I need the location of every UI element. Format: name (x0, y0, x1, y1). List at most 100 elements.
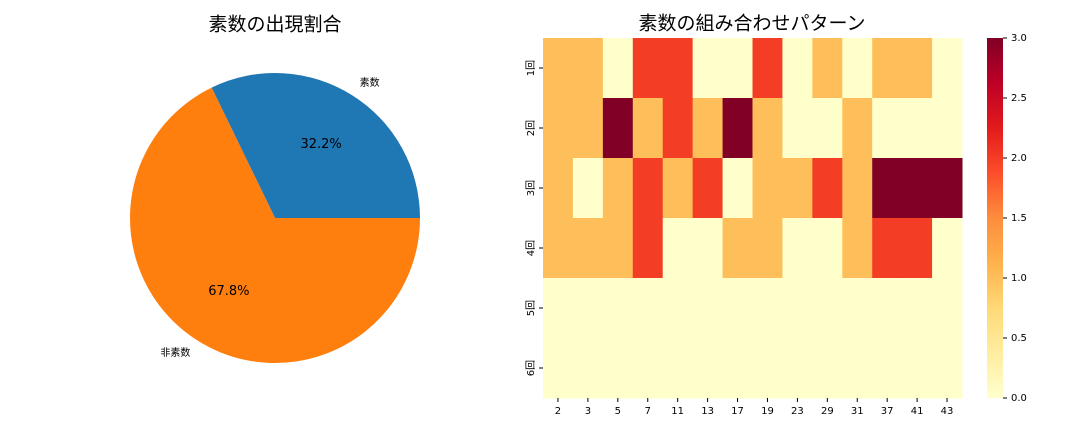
heatmap-cell (932, 158, 963, 219)
heatmap-cell (872, 278, 903, 339)
heatmap-cell (722, 338, 753, 399)
heatmap-cell (602, 158, 634, 219)
heatmap-cell (692, 98, 724, 159)
heatmap-cell (572, 218, 604, 279)
heatmap-cell (812, 338, 843, 399)
heatmap-cell (872, 38, 903, 99)
heatmap-cell (902, 158, 933, 219)
heatmap-cell (662, 38, 694, 99)
heatmap-cell (872, 338, 903, 399)
heatmap-cell (902, 38, 933, 99)
heatmap-cell (812, 98, 843, 159)
pie-slice (129, 87, 420, 363)
y-tick-label: 6回 (525, 360, 537, 376)
x-tick-label: 3 (585, 406, 591, 417)
heatmap-cell (842, 338, 873, 399)
heatmap-cell (572, 338, 604, 399)
heatmap-cell (632, 158, 664, 219)
heatmap-cell (782, 98, 813, 159)
colorbar-tick-label: 2.5 (1011, 93, 1027, 104)
heatmap-cell (812, 218, 843, 279)
value-label: 32.2% (300, 137, 341, 152)
heatmap-cell (572, 158, 604, 219)
colorbar-tick-label: 0.5 (1011, 333, 1027, 344)
x-tick-label: 2 (555, 406, 561, 417)
colorbar-tick-label: 3.0 (1011, 33, 1027, 44)
heatmap-cell (632, 38, 664, 99)
heatmap-cell (662, 218, 694, 279)
heatmap-cell (752, 98, 783, 159)
heatmap-cell (842, 98, 873, 159)
heatmap-cell (842, 218, 873, 279)
heatmap-cell (932, 38, 963, 99)
colorbar-tick-label: 1.0 (1011, 273, 1027, 284)
chart-title: 素数の組み合わせパターン (638, 13, 865, 35)
x-tick-label: 7 (645, 406, 651, 417)
heatmap-cell (812, 38, 843, 99)
slice-label: 素数 (360, 76, 380, 89)
heatmap-cell (902, 338, 933, 399)
colorbar-tick-label: 1.5 (1011, 213, 1027, 224)
x-tick-label: 29 (821, 406, 834, 417)
x-tick-label: 37 (881, 406, 894, 417)
heatmap-cell (602, 98, 634, 159)
heatmap-cell (722, 98, 753, 159)
heatmap-cell (782, 158, 813, 219)
heatmap-cell (872, 158, 903, 219)
heatmap-cell (572, 38, 604, 99)
x-tick-label: 41 (911, 406, 924, 417)
heatmap-cell (602, 278, 634, 339)
heatmap-cell (662, 278, 694, 339)
heatmap-cell (752, 338, 783, 399)
heatmap-cell (662, 98, 694, 159)
heatmap-cell (662, 338, 694, 399)
heatmap-cell (782, 278, 813, 339)
heatmap-cell (543, 98, 574, 159)
slice-label: 非素数 (160, 346, 190, 359)
heatmap-cell (662, 158, 694, 219)
x-tick-label: 23 (791, 406, 804, 417)
heatmap-cell (543, 158, 574, 219)
x-tick-label: 17 (731, 406, 744, 417)
heatmap-cell (752, 278, 783, 339)
x-tick-label: 13 (701, 406, 714, 417)
heatmap-cell (692, 38, 724, 99)
colorbar-tick-label: 2.0 (1011, 153, 1027, 164)
heatmap-cell (842, 278, 873, 339)
heatmap-cell (543, 218, 574, 279)
heatmap-cell (722, 218, 753, 279)
heatmap-cell (692, 158, 724, 219)
heatmap-cell (543, 38, 574, 99)
heatmap-cell (632, 278, 664, 339)
heatmap-cell (872, 218, 903, 279)
heatmap-cell (752, 218, 783, 279)
heatmap-cell (692, 218, 724, 279)
heatmap-cell (543, 278, 574, 339)
heatmap-cell (632, 338, 664, 399)
pie-slice (211, 73, 420, 218)
heatmap-cell (722, 278, 753, 339)
heatmap-cell (902, 98, 933, 159)
heatmap-cell (602, 338, 634, 399)
heatmap-cell (692, 338, 724, 399)
heatmap-cell (543, 338, 574, 399)
heatmap-cell (722, 38, 753, 99)
x-tick-label: 19 (761, 406, 774, 417)
heatmap-cell (932, 98, 963, 159)
x-tick-label: 11 (671, 406, 684, 417)
heatmap-cell (572, 98, 604, 159)
heatmap-cell (812, 158, 843, 219)
y-tick-label: 3回 (525, 180, 537, 196)
y-tick-label: 1回 (525, 60, 537, 76)
heatmap-cell (602, 38, 634, 99)
heatmap-cell (752, 158, 783, 219)
x-tick-label: 31 (851, 406, 864, 417)
heatmap-cell (722, 158, 753, 219)
heatmap-cell (902, 278, 933, 339)
y-tick-label: 2回 (525, 120, 537, 136)
heatmap-cell (782, 218, 813, 279)
heatmap-cell (752, 38, 783, 99)
colorbar-tick-label: 0.0 (1011, 393, 1027, 404)
heatmap-cell (932, 278, 963, 339)
